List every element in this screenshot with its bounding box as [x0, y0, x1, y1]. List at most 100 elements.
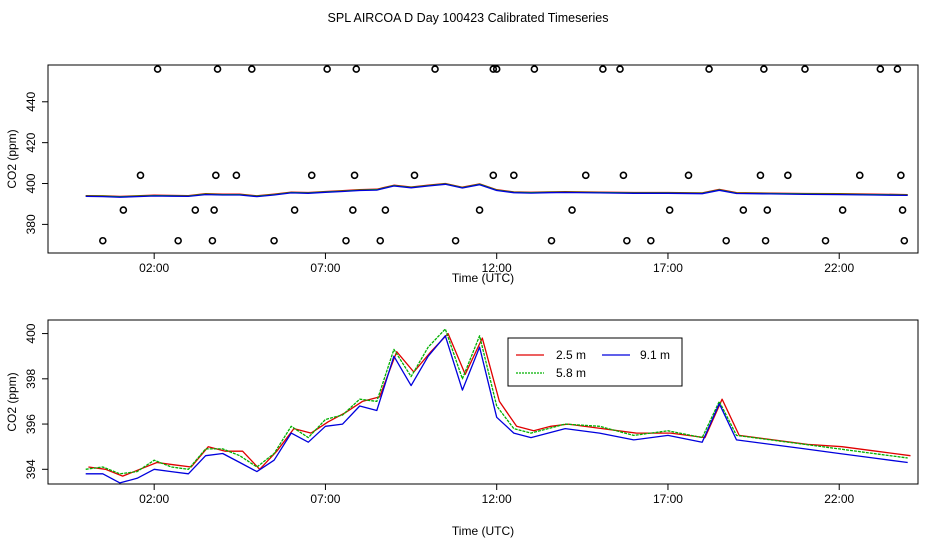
- top-sample-point: [290, 206, 299, 214]
- bottom-y-tick-label: 394: [24, 459, 38, 479]
- legend-label-9-1m: 9.1 m: [640, 348, 670, 362]
- bottom-y-tick-label: 398: [24, 368, 38, 388]
- top-sample-point: [191, 206, 200, 214]
- top-sample-point: [821, 236, 830, 245]
- top-sample-points: [99, 65, 909, 245]
- bottom-x-tick-label: 17:00: [653, 492, 683, 506]
- legend: 2.5 m 5.8 m 9.1 m: [507, 337, 683, 387]
- top-sample-point: [616, 65, 624, 73]
- top-sample-point: [451, 236, 460, 245]
- top-sample-point: [547, 236, 556, 245]
- top-series-lines: [85, 182, 908, 198]
- top-sample-point: [900, 236, 909, 245]
- bottom-plot-frame: [47, 319, 919, 485]
- bottom-series-line-5-8m: [85, 328, 908, 475]
- top-x-tick-label: 07:00: [310, 261, 340, 275]
- top-sample-point: [213, 65, 222, 73]
- top-sample-point: [212, 171, 220, 180]
- bottom-y-tick-label: 400: [24, 323, 38, 343]
- top-sample-point: [760, 65, 768, 73]
- top-sample-point: [761, 236, 770, 245]
- top-x-tick-label: 22:00: [824, 261, 854, 275]
- top-sample-point: [136, 171, 145, 180]
- top-sample-point: [431, 65, 439, 73]
- top-sample-point: [119, 206, 128, 214]
- top-y-axis-label: CO2 (ppm): [5, 129, 19, 188]
- top-sample-point: [210, 206, 218, 214]
- top-sample-point: [705, 65, 713, 73]
- top-sample-point: [342, 236, 350, 245]
- bottom-x-tick-label: 12:00: [482, 492, 512, 506]
- top-sample-point: [489, 65, 498, 73]
- top-x-tick-label: 12:00: [482, 261, 512, 275]
- legend-box: [507, 337, 683, 387]
- top-sample-point: [619, 171, 628, 180]
- top-sample-point: [623, 236, 631, 245]
- top-y-tick-label: 400: [24, 173, 38, 193]
- top-sample-point: [307, 171, 316, 180]
- top-sample-point: [647, 236, 655, 245]
- top-sample-point: [489, 171, 498, 180]
- top-sample-point: [410, 171, 419, 180]
- top-y-tick-label: 380: [24, 214, 38, 234]
- top-sample-point: [763, 206, 772, 214]
- top-x-tick-label: 17:00: [653, 261, 683, 275]
- top-y-tick-label: 420: [24, 132, 38, 152]
- top-y-tick-label: 440: [24, 91, 38, 111]
- bottom-x-tick-label: 07:00: [310, 492, 340, 506]
- top-series-line-9-1m: [85, 183, 908, 198]
- top-sample-point: [381, 206, 390, 214]
- top-sample-point: [855, 171, 864, 180]
- bottom-x-axis: 02:00 07:00 12:00 17:00 22:00: [139, 484, 855, 506]
- top-sample-point: [510, 171, 518, 180]
- bottom-x-tick-label: 02:00: [139, 492, 169, 506]
- top-sample-point: [475, 206, 484, 214]
- top-sample-point: [352, 65, 361, 73]
- bottom-series-line-9-1m: [85, 335, 908, 484]
- top-sample-point: [568, 206, 576, 214]
- top-sample-point: [599, 65, 607, 73]
- top-y-axis: 380 400 420 440: [24, 91, 48, 234]
- top-x-tick-label: 02:00: [139, 261, 169, 275]
- bottom-y-tick-label: 396: [24, 414, 38, 434]
- legend-label-5-8m: 5.8 m: [556, 366, 586, 380]
- top-sample-point: [232, 171, 241, 180]
- top-sample-point: [581, 171, 590, 180]
- top-sample-point: [349, 206, 357, 214]
- top-sample-point: [323, 65, 331, 73]
- top-sample-point: [784, 171, 792, 180]
- top-sample-point: [893, 65, 902, 73]
- top-plot-frame: [47, 64, 919, 254]
- top-sample-point: [739, 206, 748, 214]
- figure-title: SPL AIRCOA D Day 100423 Calibrated Times…: [328, 11, 609, 25]
- bottom-panel: 02:00 07:00 12:00 17:00 22:00 394 396 398 400 T…: [5, 319, 919, 538]
- top-sample-point: [897, 171, 905, 180]
- bottom-y-axis: 394 396 398 400: [24, 323, 48, 479]
- top-sample-point: [350, 171, 359, 180]
- top-sample-point: [174, 236, 182, 245]
- top-sample-point: [376, 236, 385, 245]
- top-x-axis-label: Time (UTC): [452, 271, 514, 285]
- top-sample-point: [801, 65, 809, 73]
- bottom-x-tick-label: 22:00: [824, 492, 854, 506]
- top-sample-point: [838, 206, 847, 214]
- bottom-series-line-2-5m: [88, 332, 911, 477]
- bottom-y-axis-label: CO2 (ppm): [5, 372, 19, 431]
- top-sample-point: [722, 236, 730, 245]
- top-sample-point: [684, 171, 693, 180]
- bottom-series-lines: [85, 328, 911, 484]
- top-sample-point: [876, 65, 885, 73]
- top-sample-point: [208, 236, 217, 245]
- top-sample-point: [99, 236, 107, 245]
- legend-label-2-5m: 2.5 m: [556, 348, 586, 362]
- top-sample-point: [270, 236, 278, 245]
- bottom-x-axis-label: Time (UTC): [452, 524, 514, 538]
- top-sample-point: [898, 206, 907, 214]
- top-sample-point: [153, 65, 162, 73]
- top-sample-point: [756, 171, 765, 180]
- top-sample-point: [247, 65, 256, 73]
- top-x-axis: 02:00 07:00 12:00 17:00 22:00: [139, 253, 855, 275]
- top-sample-point: [665, 206, 674, 214]
- top-sample-point: [492, 65, 501, 73]
